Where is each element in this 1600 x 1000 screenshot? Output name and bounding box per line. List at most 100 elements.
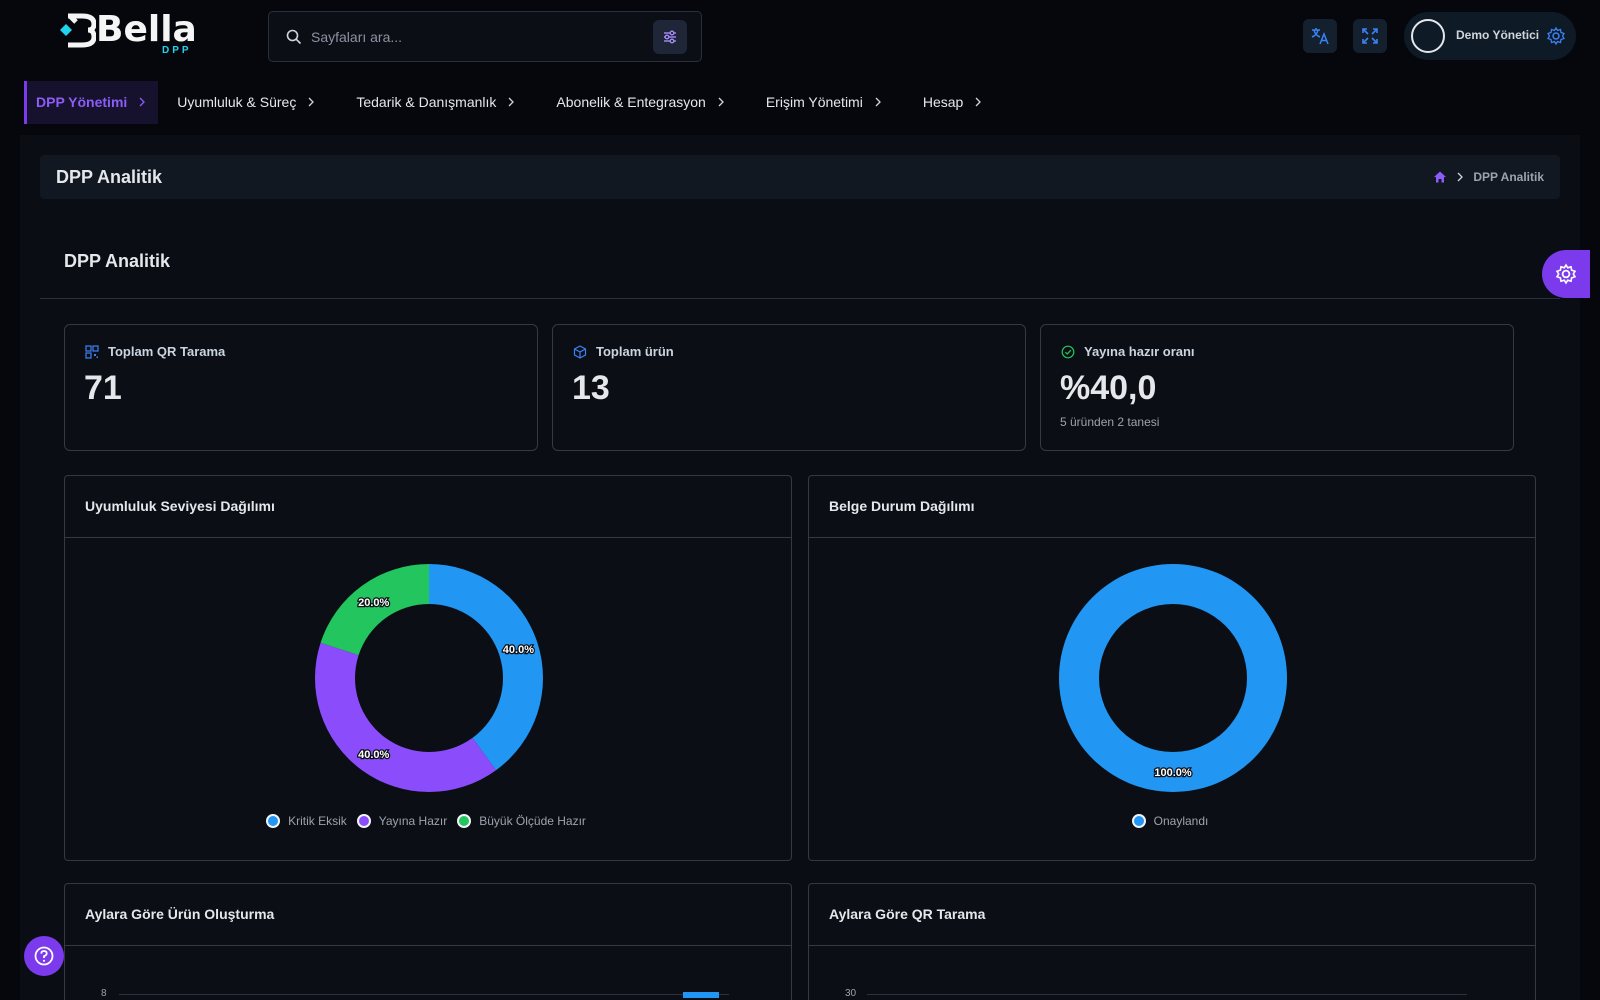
chevron-right-icon (975, 97, 982, 107)
main-content: DPP Analitik DPP Analitik DPP Analitik T… (20, 135, 1580, 1000)
chevron-right-icon (139, 97, 146, 107)
legend-label: Kritik Eksik (288, 814, 347, 828)
legend-label: Büyük Ölçüde Hazır (479, 814, 586, 828)
search-filter-button[interactable] (653, 20, 687, 54)
grid-line (867, 994, 1467, 995)
monthly-products-panel: Aylara Göre Ürün Oluşturma 8 (64, 883, 792, 1000)
help-fab[interactable] (24, 936, 64, 976)
stat-value: %40,0 (1060, 369, 1157, 407)
main-nav: DPP Yönetimi Uyumluluk & Süreç Tedarik &… (24, 80, 1012, 124)
grid-line (119, 994, 729, 995)
legend-marker (457, 814, 472, 828)
check-circle-icon (1061, 345, 1075, 359)
stat-label: Toplam ürün (596, 344, 674, 359)
logo-text: Bella (96, 9, 197, 50)
nav-item-label: Tedarik & Danışmanlık (356, 94, 497, 110)
divider (40, 298, 1560, 299)
nav-item-label: DPP Yönetimi (36, 94, 128, 110)
divider (65, 945, 791, 946)
home-icon[interactable] (1433, 170, 1447, 184)
donut-slice (320, 564, 429, 656)
stat-card-qr: Toplam QR Tarama 71 (64, 324, 538, 451)
stat-label: Toplam QR Tarama (108, 344, 226, 359)
stat-value: 71 (84, 369, 122, 407)
legend-marker (266, 814, 281, 828)
language-button[interactable] (1303, 19, 1337, 53)
chevron-right-icon (718, 97, 724, 107)
nav-item-abonelik[interactable]: Abonelik & Entegrasyon (545, 81, 736, 124)
help-icon (34, 946, 54, 966)
legend-marker (1131, 814, 1146, 828)
stat-value: 13 (572, 369, 610, 407)
monthly-qr-panel: Aylara Göre QR Tarama 30 (808, 883, 1536, 1000)
y-tick-label: 8 (101, 988, 107, 999)
breadcrumb: DPP Analitik (1433, 170, 1544, 184)
document-chart-panel: Belge Durum Dağılımı 100.0% Onaylandı (808, 475, 1536, 861)
compliance-donut-chart: 40.0% 40.0% 20.0% (315, 564, 543, 792)
legend-item[interactable]: Yayına Hazır (356, 814, 451, 828)
translate-icon (1311, 28, 1329, 45)
top-bar: Bella DPP (0, 0, 1600, 72)
nav-item-uyumluluk[interactable]: Uyumluluk & Süreç (166, 81, 327, 124)
chart-legend: Kritik Eksik Yayına Hazır Büyük Ölçüde Haz… (65, 814, 791, 828)
user-menu[interactable]: Demo Yönetici (1404, 12, 1576, 60)
fullscreen-button[interactable] (1353, 19, 1387, 53)
nav-item-label: Abonelik & Entegrasyon (556, 94, 706, 110)
nav-item-erisim[interactable]: Erişim Yönetimi (755, 81, 894, 124)
donut-slice (429, 564, 543, 771)
chart-legend: Onaylandı (809, 814, 1535, 828)
donut-slice (1059, 564, 1287, 792)
nav-item-label: Uyumluluk & Süreç (177, 94, 297, 110)
qr-icon (85, 345, 99, 359)
slice-label: 20.0% (358, 597, 389, 609)
document-donut-chart: 100.0% (1059, 564, 1287, 792)
legend-item[interactable]: Onaylandı (1131, 814, 1213, 828)
slice-label: 40.0% (503, 644, 534, 656)
stat-card-ready-rate: Yayına hazır oranı %40,0 5 üründen 2 tan… (1040, 324, 1514, 451)
legend-item[interactable]: Kritik Eksik (266, 814, 351, 828)
fullscreen-icon (1362, 28, 1378, 44)
panel-title: Uyumluluk Seviyesi Dağılımı (85, 498, 275, 514)
search-icon (286, 29, 302, 45)
legend-item[interactable]: Büyük Ölçüde Hazır (457, 814, 590, 828)
legend-label: Onaylandı (1153, 814, 1209, 828)
slice-label: 100.0% (1154, 767, 1192, 779)
nav-item-tedarik[interactable]: Tedarik & Danışmanlık (345, 81, 527, 124)
stat-label: Yayına hazır oranı (1084, 344, 1195, 359)
y-tick-label: 30 (845, 988, 857, 999)
chevron-right-icon (875, 97, 881, 107)
page-header: DPP Analitik DPP Analitik (40, 155, 1560, 199)
settings-fab[interactable] (1542, 250, 1590, 298)
donut-slice (315, 642, 497, 792)
panel-title: Aylara Göre Ürün Oluşturma (85, 906, 275, 922)
app-logo[interactable]: Bella DPP (54, 12, 204, 56)
legend-label: Yayına Hazır (378, 814, 448, 828)
chevron-right-icon (508, 97, 515, 107)
stat-subtext: 5 üründen 2 tanesi (1060, 415, 1160, 429)
slice-label: 40.0% (358, 749, 389, 761)
legend-marker (356, 814, 371, 828)
nav-item-dpp-yonetimi[interactable]: DPP Yönetimi (24, 80, 159, 124)
user-name: Demo Yönetici (1456, 28, 1540, 42)
chevron-right-icon (1457, 172, 1464, 182)
logo-mark-icon (60, 13, 96, 48)
page-title: DPP Analitik (56, 167, 163, 187)
bar (683, 992, 719, 998)
gear-icon (1555, 263, 1577, 285)
divider (809, 945, 1535, 946)
avatar (1411, 19, 1445, 53)
divider (65, 537, 791, 538)
panel-title: Belge Durum Dağılımı (829, 498, 975, 514)
panel-title: Aylara Göre QR Tarama (829, 906, 986, 922)
search-input[interactable] (311, 24, 641, 50)
section-title: DPP Analitik (64, 251, 171, 271)
nav-item-label: Erişim Yönetimi (765, 94, 863, 110)
cube-icon (573, 345, 587, 359)
gear-icon[interactable] (1546, 26, 1566, 46)
divider (809, 537, 1535, 538)
logo-subtext: DPP (162, 45, 192, 56)
nav-item-hesap[interactable]: Hesap (912, 81, 994, 124)
compliance-chart-panel: Uyumluluk Seviyesi Dağılımı 40.0% 40.0% 20… (64, 475, 792, 861)
stat-card-products: Toplam ürün 13 (552, 324, 1026, 451)
search-box (268, 11, 702, 62)
